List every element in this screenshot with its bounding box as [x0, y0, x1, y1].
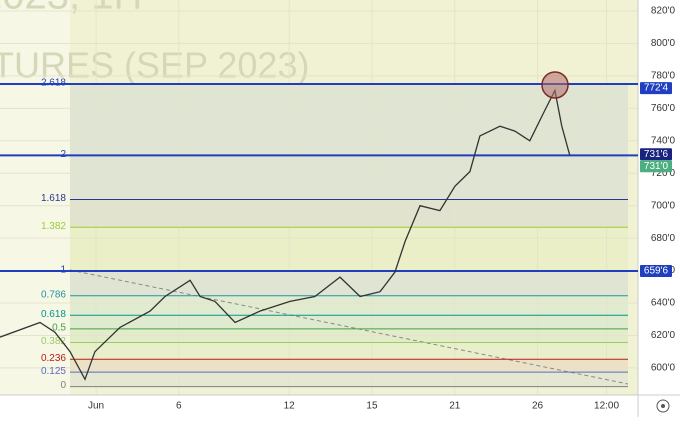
price-label: 772'4: [644, 83, 669, 94]
settings-icon: [661, 404, 665, 408]
fib-label: 0.382: [41, 336, 66, 347]
fib-band: [70, 359, 628, 373]
price-label-box: [640, 82, 672, 95]
price-label: 659'6: [644, 266, 669, 277]
fib-band: [70, 199, 628, 228]
fib-label: 1.382: [41, 221, 66, 232]
fib-band: [70, 372, 628, 387]
y-tick-label: 720'0: [651, 168, 676, 179]
y-tick-label: 760'0: [651, 103, 676, 114]
x-tick-label: 12: [284, 401, 296, 412]
x-tick-label: 12:00: [594, 401, 619, 412]
y-tick-label: 740'0: [651, 135, 676, 146]
y-tick-label: 620'0: [651, 330, 676, 341]
y-tick-label: 820'0: [651, 6, 676, 17]
y-tick-label: 600'0: [651, 363, 676, 374]
x-tick-label: Jun: [88, 401, 104, 412]
y-tick-label: 780'0: [651, 71, 676, 82]
fib-band: [70, 295, 628, 316]
left-background: [0, 0, 70, 395]
y-tick-label: 700'0: [651, 200, 676, 211]
fib-label: 1.618: [41, 193, 66, 204]
fib-label: 0.618: [41, 309, 66, 320]
price-label: 731'6: [644, 149, 669, 160]
fib-label: 2: [60, 149, 66, 160]
fib-band: [70, 270, 628, 296]
fib-label: 0.5: [52, 322, 66, 333]
fib-band: [70, 227, 628, 271]
fib-band: [70, 342, 628, 360]
x-tick-label: 21: [449, 401, 461, 412]
y-tick-label: 800'0: [651, 38, 676, 49]
price-label-box: [640, 264, 672, 277]
fib-label: 0.786: [41, 289, 66, 300]
settings-button[interactable]: [656, 399, 670, 413]
x-tick-label: 26: [532, 401, 544, 412]
price-label-box: [640, 160, 672, 173]
price-label: 731'0: [644, 161, 669, 172]
watermark: TURES (SEP 2023): [0, 45, 309, 86]
price-label-box: [640, 148, 672, 161]
fib-label: 0.125: [41, 366, 66, 377]
x-tick-label: 15: [366, 401, 378, 412]
y-tick-label: 640'0: [651, 298, 676, 309]
x-tick-label: 6: [176, 401, 182, 412]
fib-band: [70, 84, 628, 156]
fib-label: 0: [60, 380, 66, 391]
y-tick-label: 680'0: [651, 233, 676, 244]
y-axis: [638, 0, 680, 417]
price-line: [0, 88, 571, 381]
fib-band: [70, 155, 628, 200]
watermark: 2023, 1H: [0, 0, 142, 18]
x-axis: [0, 395, 680, 417]
trend-line: [69, 269, 629, 385]
fib-label: 2.618: [41, 78, 66, 89]
highlight-circle: [541, 71, 569, 99]
fib-label: 1: [60, 265, 66, 276]
fib-label: 0.236: [41, 353, 66, 364]
fib-band: [70, 315, 628, 329]
